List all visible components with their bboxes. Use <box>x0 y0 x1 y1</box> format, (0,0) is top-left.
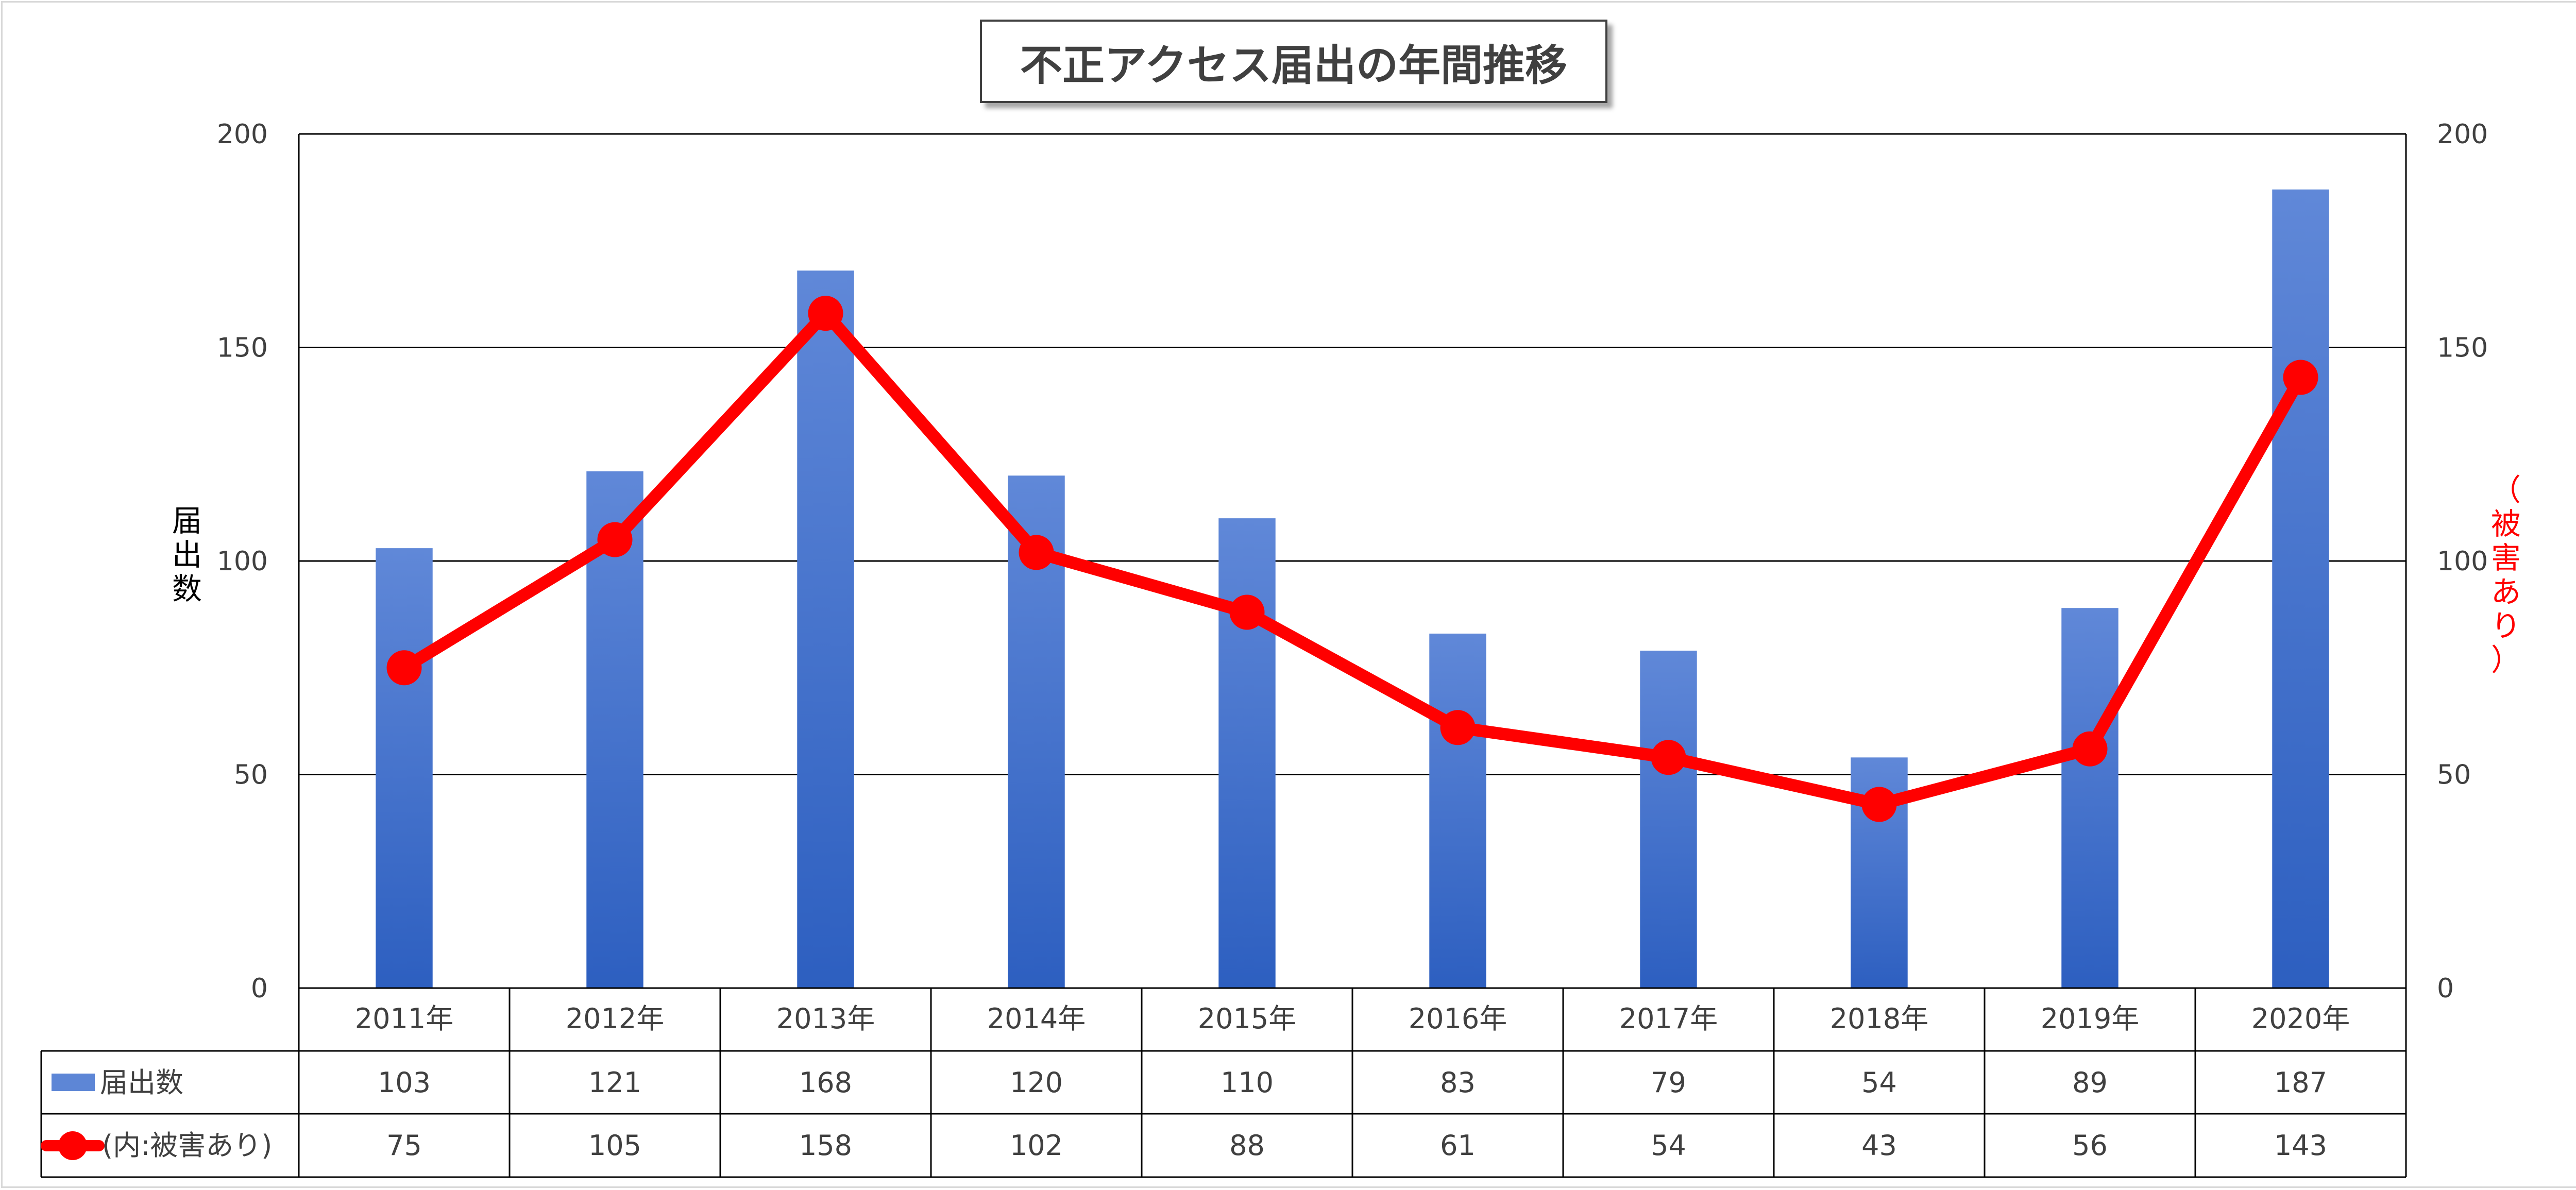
table-cell-line-value: 102 <box>1010 1129 1063 1162</box>
x-tick-label: 2015年 <box>1198 1002 1296 1035</box>
table-cell-bar-value: 110 <box>1221 1066 1274 1099</box>
y-tick-label-right: 50 <box>2437 760 2471 791</box>
y-tick-label-left: 200 <box>217 119 268 150</box>
line-point <box>1229 594 1265 630</box>
x-tick-label: 2011年 <box>355 1002 453 1035</box>
x-tick-label: 2012年 <box>566 1002 664 1035</box>
line-point <box>386 650 422 686</box>
y-tick-label-left: 150 <box>217 333 268 364</box>
legend-key-bar <box>52 1074 95 1091</box>
x-tick-label: 2018年 <box>1830 1002 1928 1035</box>
table-cell-line-value: 43 <box>1861 1129 1897 1162</box>
y-tick-label-right: 200 <box>2437 119 2488 150</box>
axis-label-char: あ <box>2490 574 2521 609</box>
table-cell-line-value: 88 <box>1229 1129 1265 1162</box>
x-tick-label: 2019年 <box>2041 1002 2139 1035</box>
table-cell-bar-value: 120 <box>1010 1066 1063 1099</box>
y-tick-label-left: 50 <box>234 760 268 791</box>
line-point <box>808 296 843 331</box>
table-cell-line-value: 75 <box>386 1129 422 1162</box>
line-point <box>1019 535 1054 570</box>
line-point <box>2072 731 2108 767</box>
x-tick-label: 2013年 <box>776 1002 875 1035</box>
axis-label-char: 届 <box>172 503 202 538</box>
gridlines <box>299 133 2406 775</box>
axis-label-char: 被 <box>2490 506 2521 541</box>
chart-title-box: 不正アクセス届出の年間推移 <box>980 20 1607 103</box>
bar <box>2061 608 2119 988</box>
table-cell-line-value: 56 <box>2072 1129 2108 1162</box>
bar-series <box>376 189 2329 988</box>
table-cell-bar-value: 89 <box>2072 1066 2108 1099</box>
axis-label-char: り <box>2490 608 2521 643</box>
bar <box>2272 189 2329 988</box>
bar <box>797 270 854 988</box>
table-cell-line-value: 61 <box>1440 1129 1476 1162</box>
x-tick-label: 2016年 <box>1409 1002 1507 1035</box>
line-point <box>1440 710 1476 745</box>
table-cell-line-value: 143 <box>2274 1129 2327 1162</box>
y-tick-label-left: 100 <box>217 546 268 577</box>
x-tick-label: 2020年 <box>2251 1002 2350 1035</box>
x-tick-label: 2017年 <box>1619 1002 1718 1035</box>
legend-label-line: (内:被害あり) <box>102 1129 272 1162</box>
axis-label-char: （ <box>2490 472 2521 507</box>
table-cell-bar-value: 54 <box>1861 1066 1897 1099</box>
line-point <box>597 522 633 557</box>
bar <box>1218 518 1276 988</box>
axes: 0 0 50 50 100 100 150 150 200 200 <box>217 119 2488 1004</box>
y-tick-label-right: 150 <box>2437 333 2488 364</box>
y-tick-label-right: 0 <box>2437 973 2454 1004</box>
x-tick-label: 2014年 <box>987 1002 1086 1035</box>
bar <box>1429 633 1486 988</box>
y-tick-label-right: 100 <box>2437 546 2488 577</box>
axis-label-char: 害 <box>2490 540 2521 575</box>
y-axis-label-right: （被害あり） <box>2485 473 2527 677</box>
line-series <box>386 296 2318 822</box>
data-table: 2011年 103 75 2012年 121 105 2013年 168 158 2014年 120… <box>40 987 2407 1178</box>
legend-key-marker <box>58 1131 87 1160</box>
bar <box>376 548 433 988</box>
table-cell-bar-value: 103 <box>378 1066 431 1099</box>
table-cell-bar-value: 168 <box>799 1066 852 1099</box>
axis-label-char: ） <box>2490 642 2521 677</box>
y-axis-label-left: 届出数 <box>166 504 208 606</box>
table-cell-line-value: 54 <box>1651 1129 1686 1162</box>
line-point <box>2283 360 2318 395</box>
axis-label-char: 出 <box>172 537 202 572</box>
table-cell-bar-value: 83 <box>1440 1066 1476 1099</box>
table-cell-bar-value: 79 <box>1651 1066 1686 1099</box>
table-cell-bar-value: 187 <box>2274 1066 2327 1099</box>
chart-title: 不正アクセス届出の年間推移 <box>1020 41 1567 90</box>
legend-label-bar: 届出数 <box>100 1066 183 1099</box>
table-cell-bar-value: 121 <box>588 1066 641 1099</box>
line-point <box>1651 740 1686 775</box>
line-point <box>1861 787 1897 822</box>
bar <box>1640 651 1697 988</box>
line-path <box>398 307 2307 811</box>
y-tick-label-left: 0 <box>251 973 268 1004</box>
axis-label-char: 数 <box>172 571 202 606</box>
table-cell-line-value: 158 <box>799 1129 852 1162</box>
table-cell-line-value: 105 <box>588 1129 641 1162</box>
